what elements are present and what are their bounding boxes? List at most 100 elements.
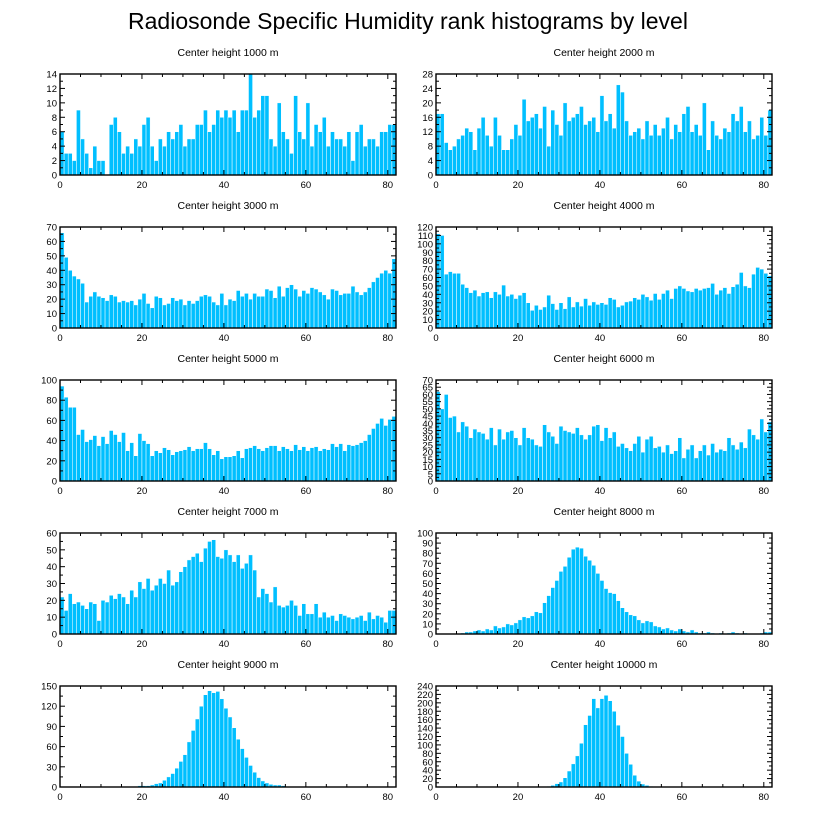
bar-2000m-rank-27 (546, 145, 551, 176)
bar-9000m-rank-47 (252, 771, 257, 788)
bar-2000m-rank-60 (681, 113, 687, 176)
bar-8000m-rank-38 (591, 565, 597, 635)
bar-2000m-rank-30 (558, 135, 564, 176)
bar-7000m-rank-9 (96, 620, 102, 635)
x-tick-label-9000m-40: 40 (219, 792, 230, 803)
bar-6000m-rank-46 (624, 447, 629, 482)
bar-2000m-rank-19 (513, 124, 519, 176)
bar-4000m-rank-66 (706, 287, 711, 329)
bar-4000m-rank-55 (661, 293, 666, 329)
bar-6000m-rank-39 (595, 424, 601, 482)
bar-8000m-rank-53 (652, 625, 658, 635)
histogram-2000m-svg: Center height 2000 m 0 20 40 60 80 0 4 8 12 16 20 24… (422, 47, 773, 191)
bar-6000m-rank-18 (509, 430, 515, 482)
bar-4000m-rank-28 (550, 303, 556, 329)
bar-2000m-rank-5 (456, 138, 461, 176)
bar-3000m-rank-16 (125, 301, 130, 329)
chart-title: Radiosonde Specific Humidity rank histog… (128, 8, 688, 34)
bar-4000m-rank-29 (554, 309, 560, 329)
bar-6000m-rank-23 (529, 438, 535, 482)
y-tick-label-8000m-70: 70 (422, 559, 433, 570)
bar-2000m-rank-51 (644, 120, 650, 176)
x-tick-label-10000m-0: 0 (433, 792, 438, 803)
bar-7000m-rank-14 (117, 593, 122, 635)
bar-4000m-rank-57 (669, 298, 674, 329)
bar-8000m-rank-22 (525, 617, 531, 635)
bar-4000m-rank-46 (624, 301, 629, 329)
bar-7000m-rank-29 (178, 571, 184, 635)
bar-6000m-rank-37 (587, 434, 592, 482)
bar-2000m-rank-76 (747, 120, 752, 176)
bar-2000m-rank-17 (505, 149, 511, 176)
bar-4000m-rank-30 (558, 302, 564, 329)
x-tick-label-6000m-40: 40 (595, 486, 606, 497)
bar-4000m-rank-12 (484, 291, 490, 329)
bar-1000m-rank-32 (190, 138, 196, 176)
histogram-1000m-svg: Center height 1000 m 0 20 40 60 80 0 2 4 6 8 10 12 14 (46, 47, 397, 191)
bar-4000m-rank-41 (603, 304, 609, 329)
bar-5000m-rank-51 (268, 445, 274, 482)
bar-5000m-rank-39 (219, 458, 225, 482)
bar-3000m-rank-33 (194, 300, 200, 329)
bar-6000m-rank-41 (603, 427, 609, 482)
bar-6000m-rank-20 (517, 444, 523, 482)
bar-6000m-rank-70 (722, 450, 728, 482)
bar-6000m-rank-76 (747, 428, 752, 482)
bar-6000m-rank-42 (607, 437, 613, 482)
bar-5000m-rank-40 (223, 456, 229, 482)
bar-2000m-rank-75 (743, 131, 748, 176)
bar-1000m-rank-30 (182, 145, 188, 176)
bar-6000m-rank-16 (501, 438, 506, 482)
bar-1000m-rank-7 (88, 167, 94, 176)
panel-title-10000m: Center height 10000 m (551, 659, 658, 671)
bar-3000m-rank-1 (63, 257, 69, 329)
bar-7000m-rank-40 (223, 549, 229, 635)
bar-5000m-rank-17 (129, 442, 135, 482)
bar-1000m-rank-59 (301, 138, 307, 176)
bar-7000m-rank-48 (256, 596, 262, 635)
bar-6000m-rank-32 (566, 431, 572, 482)
bar-5000m-rank-62 (313, 446, 319, 482)
bar-9000m-rank-30 (182, 754, 188, 788)
panel-title-9000m: Center height 9000 m (178, 659, 279, 671)
bar-3000m-rank-46 (248, 298, 253, 329)
bar-7000m-rank-54 (281, 606, 286, 635)
bar-7000m-rank-45 (244, 563, 249, 635)
bar-1000m-rank-36 (207, 131, 212, 176)
bar-1000m-rank-49 (260, 95, 266, 176)
bar-2000m-rank-69 (718, 138, 724, 176)
bar-1000m-rank-45 (244, 109, 249, 176)
bar-5000m-rank-6 (84, 441, 89, 482)
bar-1000m-rank-73 (358, 124, 364, 176)
bar-2000m-rank-36 (583, 124, 588, 176)
bar-2000m-rank-4 (452, 145, 457, 176)
y-tick-label-4000m-10: 10 (422, 315, 433, 326)
x-tick-label-9000m-0: 0 (57, 792, 62, 803)
bar-4000m-rank-2 (443, 273, 449, 329)
bar-10000m-rank-47 (628, 764, 633, 788)
x-tick-label-2000m-20: 20 (513, 180, 524, 191)
bar-1000m-rank-6 (84, 153, 89, 176)
x-tick-label-4000m-80: 80 (759, 333, 770, 344)
bar-4000m-rank-45 (620, 305, 625, 329)
bar-2000m-rank-11 (480, 117, 486, 176)
bar-1000m-rank-52 (272, 145, 278, 176)
bar-5000m-rank-42 (231, 455, 237, 482)
bar-1000m-rank-20 (141, 124, 147, 176)
y-tick-label-4000m-80: 80 (422, 256, 433, 267)
bar-1000m-rank-15 (121, 153, 126, 176)
bar-6000m-rank-2 (443, 394, 449, 482)
bar-9000m-rank-43 (235, 738, 241, 788)
bar-3000m-rank-35 (203, 294, 208, 329)
bar-10000m-rank-43 (611, 711, 617, 788)
bar-7000m-rank-61 (309, 613, 315, 635)
bar-3000m-rank-73 (358, 294, 364, 329)
bar-4000m-rank-70 (722, 287, 728, 329)
bar-2000m-rank-9 (472, 149, 478, 176)
bar-6000m-rank-52 (648, 436, 654, 482)
bar-1000m-rank-71 (350, 160, 356, 176)
bar-5000m-rank-44 (240, 457, 245, 482)
bar-9000m-rank-26 (166, 776, 171, 788)
bar-1000m-rank-1 (63, 153, 69, 176)
bar-1000m-rank-70 (346, 131, 352, 176)
